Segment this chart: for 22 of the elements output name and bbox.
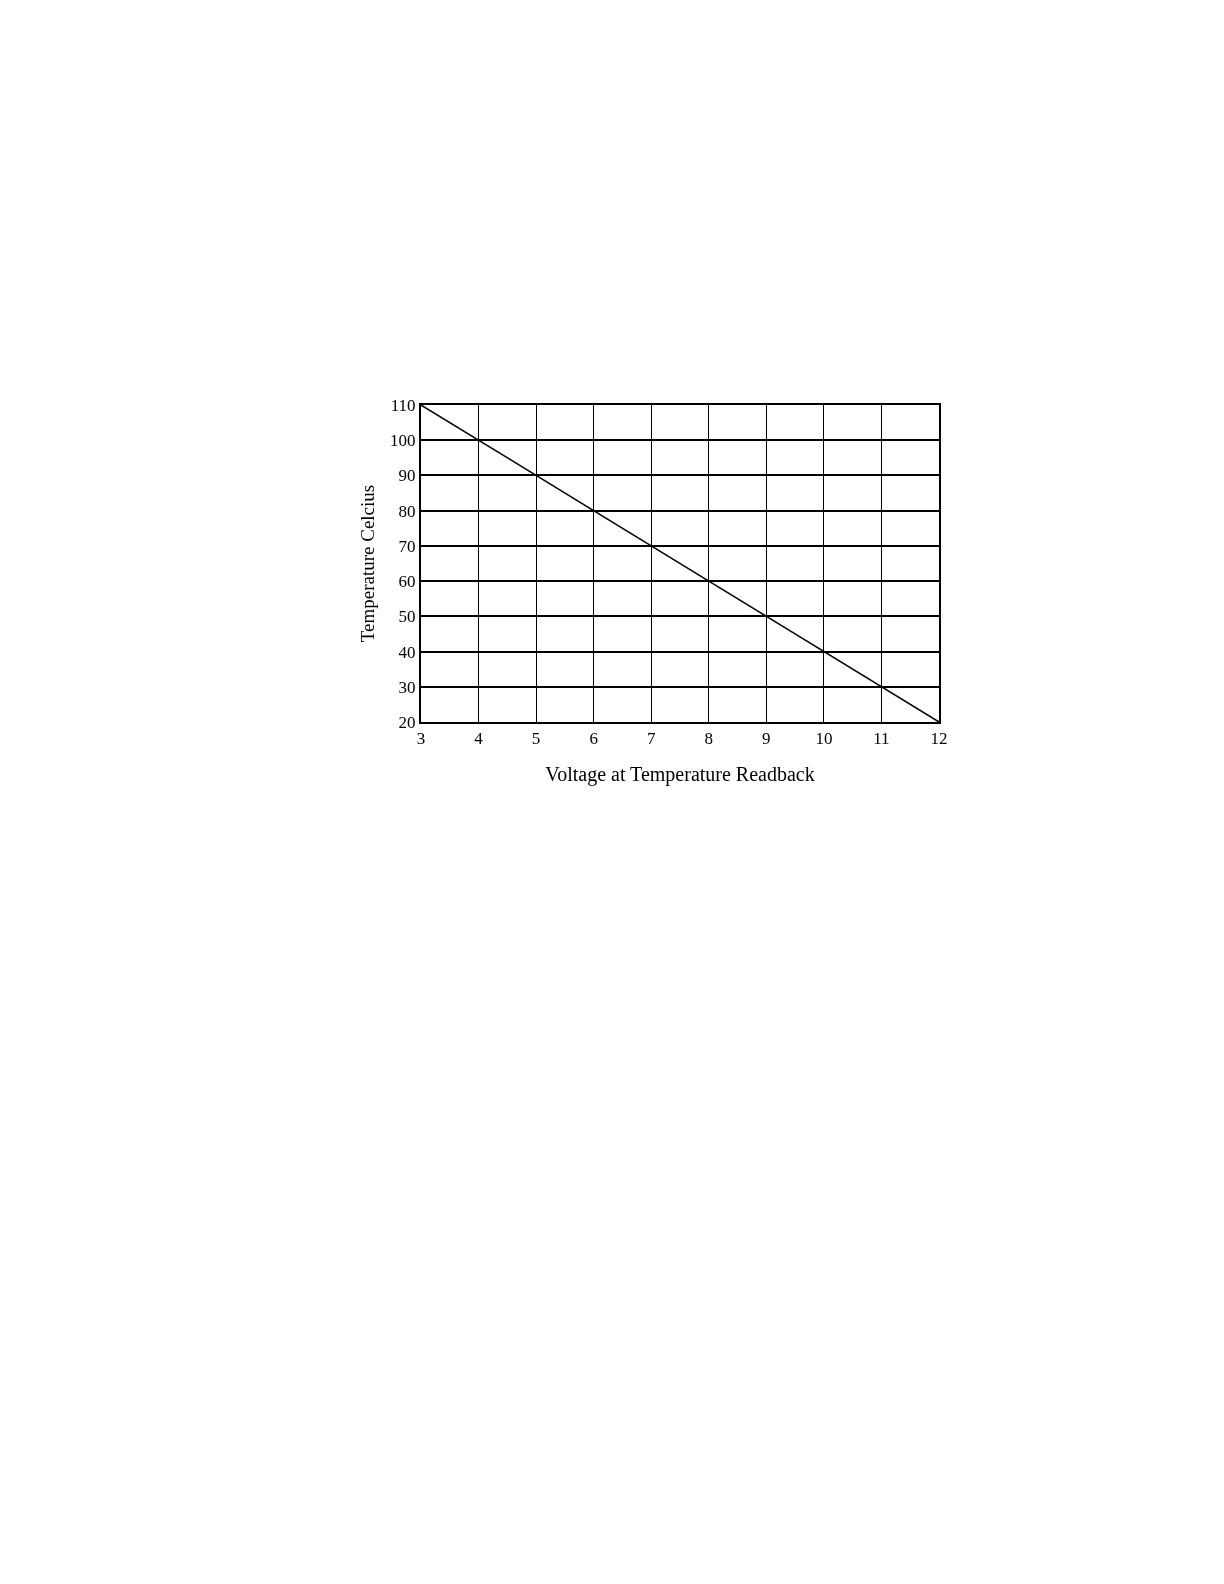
y-tick-label: 20 <box>398 712 416 732</box>
x-tick-label: 6 <box>589 729 598 749</box>
y-tick-label: 80 <box>398 501 416 521</box>
y-tick-label: 40 <box>398 642 416 662</box>
x-tick-label: 10 <box>815 729 833 749</box>
x-tick-label: 3 <box>416 729 426 749</box>
x-tick-label: 5 <box>531 729 541 749</box>
x-tick-label: 12 <box>930 729 948 749</box>
y-tick-label: 70 <box>398 536 416 556</box>
y-tick-label: 50 <box>398 607 416 627</box>
x-tick-label: 9 <box>762 729 771 749</box>
x-axis-title: Voltage at Temperature Readback <box>545 763 815 787</box>
x-tick-label: 4 <box>474 729 484 749</box>
y-tick-label: 90 <box>398 466 416 486</box>
y-tick-label: 100 <box>390 431 416 451</box>
x-tick-label: 7 <box>646 729 656 749</box>
y-tick-label: 30 <box>398 677 416 697</box>
y-tick-label: 60 <box>398 572 416 592</box>
x-tick-label: 8 <box>704 729 714 749</box>
x-tick-label: 11 <box>873 729 890 749</box>
y-tick-label: 110 <box>390 395 416 415</box>
y-axis-title: Temperature Celcius <box>357 484 379 643</box>
